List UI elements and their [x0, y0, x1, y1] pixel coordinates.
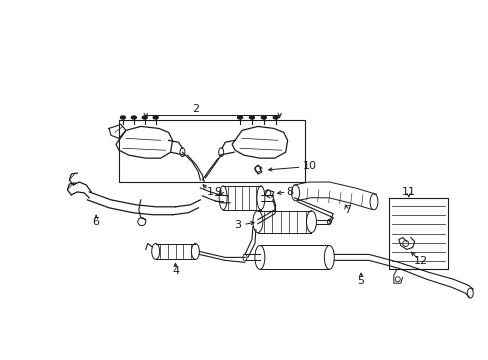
Ellipse shape [273, 116, 278, 119]
Text: 5: 5 [357, 276, 364, 286]
Ellipse shape [153, 116, 158, 119]
Text: 1: 1 [206, 187, 213, 197]
Text: 9: 9 [214, 187, 222, 197]
Bar [119, 121, 304, 182]
Text: 8: 8 [285, 187, 293, 197]
Text: 3: 3 [234, 220, 241, 230]
Text: 7: 7 [343, 205, 350, 215]
Text: 4: 4 [172, 266, 179, 276]
Text: 12: 12 [413, 256, 427, 266]
Ellipse shape [120, 116, 125, 119]
Ellipse shape [237, 116, 242, 119]
Ellipse shape [261, 116, 266, 119]
Text: 2: 2 [191, 104, 199, 113]
Ellipse shape [142, 116, 147, 119]
Ellipse shape [131, 116, 136, 119]
Text: 10: 10 [302, 161, 316, 171]
Text: 11: 11 [401, 187, 415, 197]
Text: 6: 6 [92, 217, 100, 227]
Ellipse shape [249, 116, 254, 119]
